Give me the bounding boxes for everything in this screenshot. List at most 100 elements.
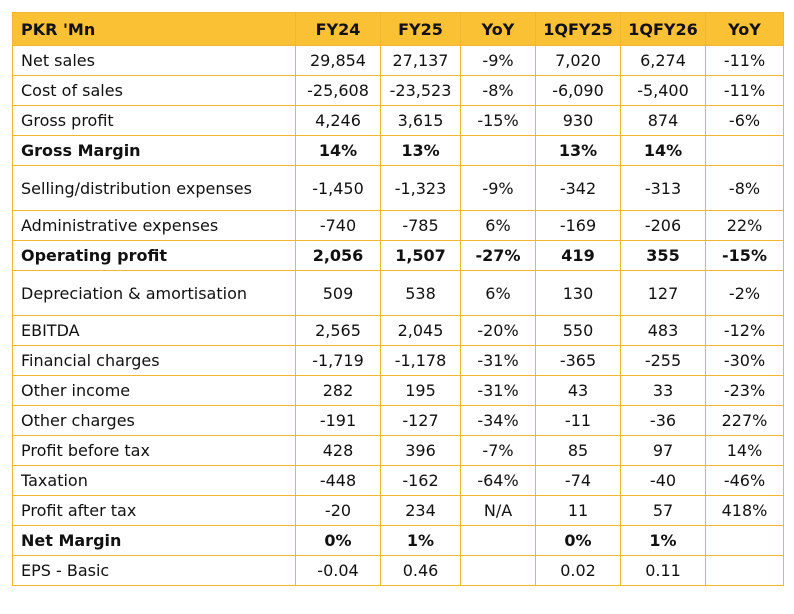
table-row: Net sales 29,854 27,137 -9% 7,020 6,274 -11% <box>12 45 784 76</box>
value-cell: 0.11 <box>620 555 706 586</box>
value-cell: 3,615 <box>380 105 461 136</box>
value-cell: 14% <box>705 435 784 466</box>
value-cell: 6,274 <box>620 45 706 76</box>
value-cell: -162 <box>380 465 461 496</box>
table-row: Selling/distribution expenses -1,450 -1,32… <box>12 165 784 211</box>
value-cell: -1,719 <box>295 345 381 376</box>
value-cell: 874 <box>620 105 706 136</box>
value-cell: -8% <box>460 75 536 106</box>
value-cell: 419 <box>535 240 621 271</box>
value-cell <box>460 135 536 166</box>
value-cell: -20 <box>295 495 381 526</box>
header-cell: 1QFY26 <box>620 12 706 46</box>
value-cell: 14% <box>295 135 381 166</box>
value-cell: 57 <box>620 495 706 526</box>
value-cell: 13% <box>535 135 621 166</box>
value-cell: -34% <box>460 405 536 436</box>
value-cell: -206 <box>620 210 706 241</box>
value-cell: -8% <box>705 165 784 211</box>
value-cell: -785 <box>380 210 461 241</box>
value-cell: -169 <box>535 210 621 241</box>
table-row: Taxation -448 -162 -64% -74 -40 -46% <box>12 465 784 496</box>
value-cell: 2,565 <box>295 315 381 346</box>
value-cell: 509 <box>295 270 381 316</box>
value-cell: 27,137 <box>380 45 461 76</box>
table-row: Other charges -191 -127 -34% -11 -36 227% <box>12 405 784 436</box>
value-cell: -25,608 <box>295 75 381 106</box>
value-cell: -255 <box>620 345 706 376</box>
value-cell: -11 <box>535 405 621 436</box>
value-cell: 33 <box>620 375 706 406</box>
value-cell: -11% <box>705 45 784 76</box>
value-cell: -64% <box>460 465 536 496</box>
table-row: Administrative expenses -740 -785 6% -169 -20… <box>12 210 784 241</box>
row-label: Cost of sales <box>12 75 296 106</box>
row-label: Administrative expenses <box>12 210 296 241</box>
header-cell: YoY <box>705 12 784 46</box>
table-row: Profit before tax 428 396 -7% 85 97 14% <box>12 435 784 466</box>
row-label: Operating profit <box>12 240 296 271</box>
row-label: Profit after tax <box>12 495 296 526</box>
value-cell: -20% <box>460 315 536 346</box>
table-row: Profit after tax -20 234 N/A 11 57 418% <box>12 495 784 526</box>
value-cell: 2,045 <box>380 315 461 346</box>
value-cell: -23% <box>705 375 784 406</box>
table-row: Net Margin 0% 1% 0% 1% <box>12 525 784 556</box>
table-row: Operating profit 2,056 1,507 -27% 419 355 -15% <box>12 240 784 271</box>
value-cell: 1% <box>620 525 706 556</box>
value-cell: 355 <box>620 240 706 271</box>
value-cell: -2% <box>705 270 784 316</box>
value-cell: 14% <box>620 135 706 166</box>
value-cell: -30% <box>705 345 784 376</box>
table-row: Financial charges -1,719 -1,178 -31% -365 -25… <box>12 345 784 376</box>
row-label: Depreciation & amortisation <box>12 270 296 316</box>
value-cell: 4,246 <box>295 105 381 136</box>
value-cell: 234 <box>380 495 461 526</box>
value-cell: 6% <box>460 210 536 241</box>
value-cell: -15% <box>705 240 784 271</box>
header-cell: FY25 <box>380 12 461 46</box>
value-cell: -6% <box>705 105 784 136</box>
table-row: Depreciation & amortisation 509 538 6% 130 12… <box>12 270 784 316</box>
table-row: Cost of sales -25,608 -23,523 -8% -6,090 -5,4… <box>12 75 784 106</box>
value-cell: 11 <box>535 495 621 526</box>
value-cell: -15% <box>460 105 536 136</box>
table-row: EBITDA 2,565 2,045 -20% 550 483 -12% <box>12 315 784 346</box>
value-cell: 0% <box>535 525 621 556</box>
value-cell: 0% <box>295 525 381 556</box>
header-cell: 1QFY25 <box>535 12 621 46</box>
value-cell: 483 <box>620 315 706 346</box>
value-cell: 0.02 <box>535 555 621 586</box>
value-cell: 97 <box>620 435 706 466</box>
row-label: Other income <box>12 375 296 406</box>
value-cell: 1% <box>380 525 461 556</box>
row-label: Financial charges <box>12 345 296 376</box>
value-cell: -46% <box>705 465 784 496</box>
value-cell: 130 <box>535 270 621 316</box>
row-label: Profit before tax <box>12 435 296 466</box>
value-cell: -1,178 <box>380 345 461 376</box>
financial-table: PKR 'Mn FY24 FY25 YoY 1QFY25 1QFY26 YoY Net sa… <box>12 12 784 586</box>
value-cell: -7% <box>460 435 536 466</box>
value-cell: 85 <box>535 435 621 466</box>
value-cell <box>460 525 536 556</box>
value-cell: 428 <box>295 435 381 466</box>
value-cell: -11% <box>705 75 784 106</box>
value-cell: -448 <box>295 465 381 496</box>
value-cell: -5,400 <box>620 75 706 106</box>
value-cell: -9% <box>460 165 536 211</box>
value-cell <box>460 555 536 586</box>
value-cell: -27% <box>460 240 536 271</box>
value-cell: 418% <box>705 495 784 526</box>
table-row: Gross Margin 14% 13% 13% 14% <box>12 135 784 166</box>
value-cell <box>705 555 784 586</box>
value-cell: -6,090 <box>535 75 621 106</box>
row-label: Selling/distribution expenses <box>12 165 296 211</box>
table-row: Other income 282 195 -31% 43 33 -23% <box>12 375 784 406</box>
value-cell: 7,020 <box>535 45 621 76</box>
value-cell: 13% <box>380 135 461 166</box>
value-cell: -31% <box>460 345 536 376</box>
value-cell: 2,056 <box>295 240 381 271</box>
value-cell: -12% <box>705 315 784 346</box>
